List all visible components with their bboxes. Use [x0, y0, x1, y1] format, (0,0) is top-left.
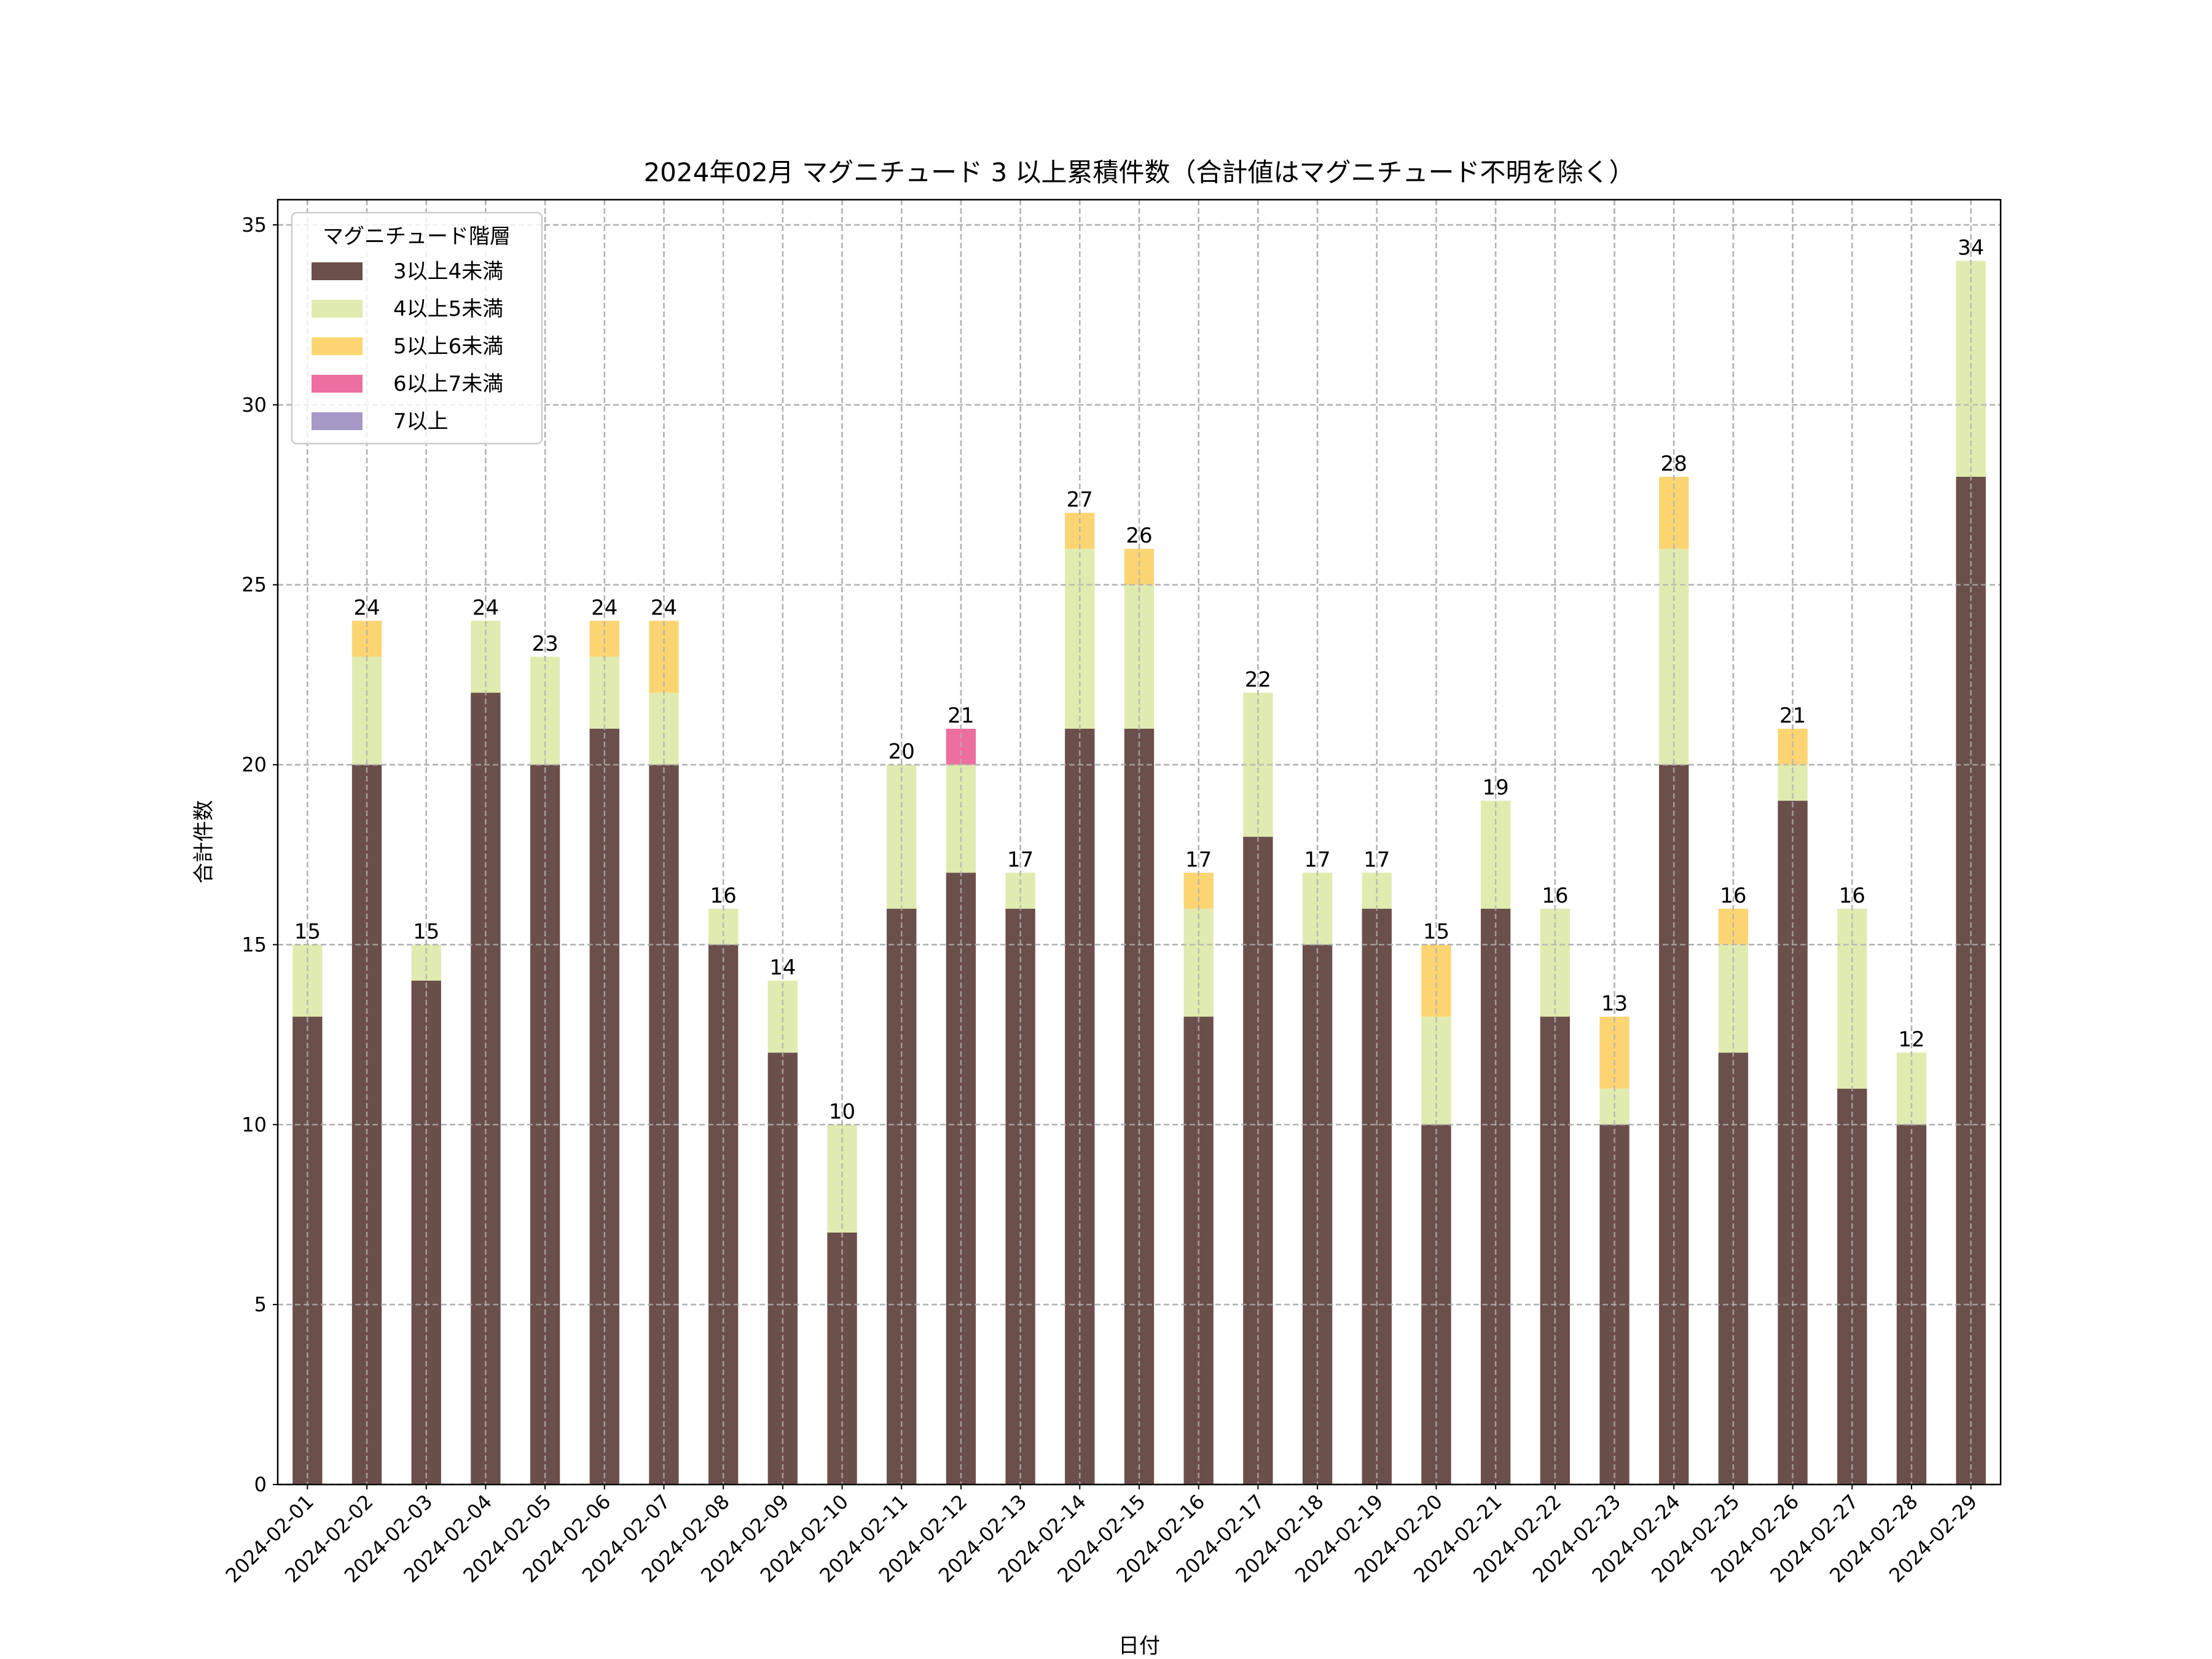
total-label: 13 [1601, 992, 1628, 1016]
legend-label: 6以上7未満 [393, 372, 503, 396]
total-label: 17 [1185, 847, 1212, 872]
legend-label: 3以上4未満 [393, 259, 503, 284]
y-tick-label: 0 [254, 1473, 267, 1496]
legend-label: 5以上6未満 [393, 334, 503, 359]
legend-swatch [312, 375, 363, 393]
total-label: 34 [1958, 236, 1984, 261]
y-tick-label: 20 [241, 753, 267, 777]
legend: マグニチュード階層 3以上4未満 4以上5未満 5以上6未満 6以上7未満 7以上 [291, 211, 543, 445]
total-label: 24 [473, 595, 499, 620]
total-label: 17 [1007, 847, 1033, 872]
legend-swatch [312, 300, 363, 318]
y-tick-label: 15 [241, 933, 267, 956]
total-label: 28 [1661, 452, 1687, 476]
y-tick-label: 30 [241, 393, 267, 417]
total-label: 10 [829, 1099, 855, 1124]
chart-title: 2024年02月 マグニチュード 3 以上累積件数（合計値はマグニチュード不明を… [643, 157, 1634, 187]
x-axis-label: 日付 [1118, 1634, 1160, 1658]
total-label: 16 [710, 884, 737, 908]
total-label: 19 [1483, 775, 1509, 800]
total-label: 23 [531, 632, 558, 656]
total-label: 16 [1542, 884, 1568, 908]
total-label: 24 [353, 595, 380, 620]
total-label: 21 [1779, 704, 1806, 728]
legend-label: 4以上5未満 [393, 297, 503, 321]
total-label: 20 [888, 740, 915, 764]
data-labels: 15 24 15 24 23 24 24 16 14 10 20 21 17 27 26 17 22 17 17 15… [294, 236, 1985, 1124]
total-label: 27 [1067, 488, 1093, 512]
bar-segment [292, 944, 323, 1017]
total-label: 17 [1363, 847, 1390, 872]
y-tick-label: 25 [241, 573, 267, 597]
y-axis-label: 合計件数 [192, 800, 216, 884]
bar-segment [1421, 944, 1451, 1017]
y-tick-label: 35 [241, 213, 267, 237]
grid-overlay [278, 200, 2001, 1486]
total-label: 15 [294, 919, 321, 944]
total-label: 14 [769, 955, 796, 980]
total-label: 15 [1423, 919, 1449, 944]
total-label: 24 [591, 595, 618, 620]
total-label: 26 [1126, 524, 1152, 548]
total-label: 12 [1898, 1027, 1924, 1052]
bar-segment [1837, 908, 1867, 1089]
total-label: 22 [1245, 667, 1271, 692]
total-label: 15 [413, 919, 439, 944]
legend-swatch [312, 262, 363, 280]
total-label: 16 [1839, 884, 1865, 908]
legend-swatch [312, 412, 363, 430]
total-label: 16 [1720, 884, 1746, 908]
y-tick-label: 10 [241, 1113, 267, 1136]
legend-title: マグニチュード階層 [323, 224, 511, 249]
bar-segment [946, 873, 976, 1484]
legend-swatch [312, 337, 363, 355]
total-label: 21 [947, 704, 974, 728]
bar-segment [1956, 477, 1986, 1484]
y-tick-label: 5 [254, 1293, 267, 1316]
total-label: 24 [651, 595, 677, 620]
legend-label: 7以上 [393, 409, 449, 434]
total-label: 17 [1304, 847, 1330, 872]
